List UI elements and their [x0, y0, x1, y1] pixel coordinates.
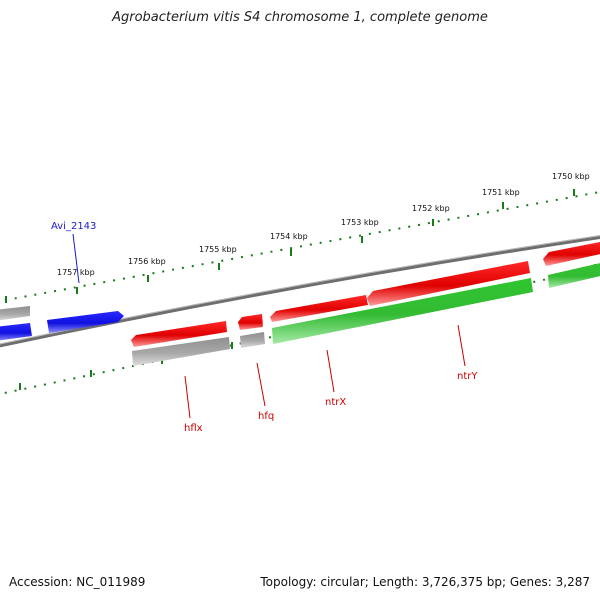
- gene-arrow-ntrx[interactable]: [270, 295, 368, 322]
- gene-arrow-hflx[interactable]: [131, 321, 227, 347]
- gene-arrow-reverse[interactable]: [0, 323, 32, 341]
- gene-arrow-reverse[interactable]: [47, 311, 124, 333]
- tick-label: 1755 kbp: [199, 245, 237, 254]
- accession-text: Accession: NC_011989: [9, 575, 146, 589]
- tick-label: 1751 kbp: [482, 188, 520, 197]
- gene-block-gray[interactable]: [240, 332, 265, 348]
- gene-block-green[interactable]: [272, 278, 533, 344]
- gene-label-hflx[interactable]: hflx: [184, 423, 203, 434]
- gene-arrow-pseudo[interactable]: [0, 306, 30, 321]
- gene-block-green[interactable]: [548, 262, 600, 288]
- genome-summary-text: Topology: circular; Length: 3,726,375 bp…: [260, 575, 590, 589]
- gene-arrow-ntry[interactable]: [367, 261, 530, 306]
- leader-avi-2143: [72, 233, 80, 284]
- tick-label: 1752 kbp: [412, 204, 450, 213]
- gene-label-ntry[interactable]: ntrY: [457, 371, 478, 382]
- leader-ntrx: [326, 349, 335, 393]
- tick-label: 1753 kbp: [341, 218, 379, 227]
- tick-label: 1756 kbp: [128, 257, 166, 266]
- gene-label-avi-2143[interactable]: Avi_2143: [51, 221, 96, 232]
- gene-arrow-hfq[interactable]: [238, 314, 263, 330]
- gene-arrow-next[interactable]: [543, 241, 600, 266]
- scale-ticks: [5, 189, 575, 303]
- gene-labels: Avi_2143 hflx hfq ntrX ntrY: [51, 221, 478, 434]
- forward-genes: [131, 241, 600, 347]
- tick-label: 1754 kbp: [270, 232, 308, 241]
- tick-label: 1750 kbp: [552, 172, 590, 181]
- leader-ntry: [457, 324, 466, 367]
- gene-label-hfq[interactable]: hfq: [258, 411, 274, 422]
- gene-leaders: [72, 233, 466, 419]
- gene-block-gray[interactable]: [132, 337, 230, 366]
- map-title: Agrobacterium vitis S4 chromosome 1, com…: [112, 10, 488, 25]
- leader-hflx: [184, 375, 191, 419]
- gene-feature-avi-2143[interactable]: [0, 306, 124, 341]
- chromosome-backbone: [0, 235, 600, 348]
- tick-labels: 1750 kbp 1751 kbp 1752 kbp 1753 kbp 1754…: [57, 172, 590, 277]
- leader-hfq: [256, 362, 266, 407]
- tick-label: 1757 kbp: [57, 268, 95, 277]
- secondary-track: [132, 262, 600, 366]
- gene-label-ntrx[interactable]: ntrX: [325, 397, 346, 408]
